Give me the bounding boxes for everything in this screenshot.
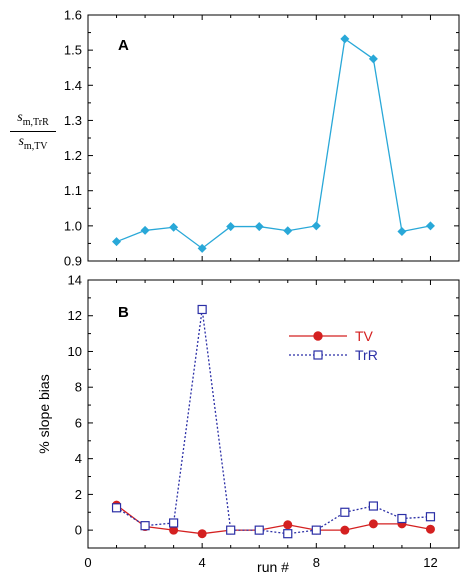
panel-b-ticks bbox=[87, 279, 459, 548]
y-tick-label: 12 bbox=[68, 308, 82, 323]
panel-a-letter: A bbox=[118, 37, 129, 54]
panel-a-series bbox=[112, 34, 435, 253]
x-tick-label: 0 bbox=[84, 555, 91, 570]
data-point bbox=[340, 525, 350, 535]
data-point bbox=[140, 225, 150, 235]
data-point bbox=[340, 34, 350, 44]
data-point bbox=[112, 237, 122, 247]
y-tick-label: 1.1 bbox=[64, 183, 82, 198]
data-point bbox=[368, 501, 378, 511]
data-point bbox=[368, 519, 378, 529]
panel-a: 0.9 1.0 1.1 1.2 1.3 1.4 1.5 1.6 A bbox=[64, 8, 460, 269]
data-point bbox=[368, 54, 378, 64]
data-point bbox=[283, 226, 293, 236]
data-point bbox=[226, 222, 236, 232]
y-tick-label: 8 bbox=[75, 380, 82, 395]
y-tick-label: 1.3 bbox=[64, 113, 82, 128]
data-point bbox=[425, 512, 436, 522]
y-tick-label: 1.4 bbox=[64, 78, 82, 93]
y-tick-label: 10 bbox=[68, 344, 82, 359]
y-tick-label: 1.0 bbox=[64, 218, 82, 233]
y-tick-label: 1.6 bbox=[64, 8, 82, 23]
ylabel-denominator-symbol: s bbox=[18, 133, 24, 149]
ylabel-denominator: sm,TV bbox=[4, 134, 62, 152]
panel-b: 0 2 4 6 8 10 12 14 0 4 8 12 B TV TrR run # % slope… bbox=[36, 273, 460, 575]
panel-a-y-tick-labels: 0.9 1.0 1.1 1.2 1.3 1.4 1.5 1.6 bbox=[64, 8, 82, 269]
ylabel-numerator: sm,TrR bbox=[4, 110, 62, 128]
data-point bbox=[169, 222, 179, 232]
y-tick-label: 0 bbox=[75, 523, 82, 538]
x-tick-label: 8 bbox=[313, 555, 320, 570]
data-point bbox=[111, 503, 122, 513]
panel-b-x-tick-labels: 0 4 8 12 bbox=[84, 555, 437, 570]
data-point bbox=[140, 521, 150, 531]
data-point bbox=[425, 221, 435, 231]
legend-trr-label: TrR bbox=[355, 347, 378, 363]
series-line-b-0 bbox=[116, 504, 431, 535]
data-point bbox=[311, 221, 321, 231]
legend-box bbox=[285, 324, 385, 366]
data-point bbox=[197, 529, 207, 539]
x-tick-label: 4 bbox=[199, 555, 206, 570]
panel-a-ticks bbox=[87, 14, 459, 262]
panel-b-y-axis-label: % slope bias bbox=[36, 374, 52, 453]
y-tick-label: 4 bbox=[75, 451, 82, 466]
data-point bbox=[254, 222, 264, 232]
ylabel-numerator-symbol: s bbox=[17, 110, 23, 125]
data-point bbox=[169, 518, 179, 528]
data-point bbox=[397, 226, 407, 236]
x-axis-label: run # bbox=[257, 559, 289, 575]
y-tick-label: 2 bbox=[75, 487, 82, 502]
panel-b-series bbox=[111, 304, 436, 539]
panel-a-plot-frame bbox=[87, 14, 460, 262]
data-point bbox=[425, 524, 435, 534]
data-point bbox=[283, 520, 293, 530]
y-tick-label: 14 bbox=[68, 273, 82, 288]
panel-b-y-tick-labels: 0 2 4 6 8 10 12 14 bbox=[68, 273, 82, 538]
data-point bbox=[226, 525, 236, 535]
y-tick-label: 1.2 bbox=[64, 148, 82, 163]
data-point bbox=[254, 525, 264, 535]
ylabel-denominator-subscript: m,TV bbox=[23, 140, 48, 152]
data-point bbox=[397, 513, 407, 524]
series-line-b-1 bbox=[116, 309, 431, 535]
ylabel-numerator-subscript: m,TrR bbox=[22, 116, 49, 128]
y-tick-label: 0.9 bbox=[64, 254, 82, 269]
panel-b-plot-frame bbox=[87, 279, 460, 549]
y-tick-label: 6 bbox=[75, 415, 82, 430]
legend-tv-label: TV bbox=[355, 328, 374, 344]
data-point bbox=[311, 525, 321, 535]
legend: TV TrR bbox=[285, 324, 385, 366]
data-point bbox=[197, 304, 207, 315]
data-point bbox=[340, 507, 350, 517]
data-point bbox=[283, 529, 293, 539]
legend-trr-marker bbox=[313, 350, 323, 360]
legend-tv-marker bbox=[313, 331, 323, 341]
data-point bbox=[197, 243, 207, 253]
series-line-a-0 bbox=[116, 37, 431, 250]
panel-a-y-axis-label: sm,TrR sm,TV bbox=[4, 110, 62, 152]
panel-b-letter: B bbox=[118, 304, 129, 321]
ylabel-fraction-line bbox=[10, 130, 56, 132]
x-tick-label: 12 bbox=[423, 555, 437, 570]
y-tick-label: 1.5 bbox=[64, 43, 82, 58]
